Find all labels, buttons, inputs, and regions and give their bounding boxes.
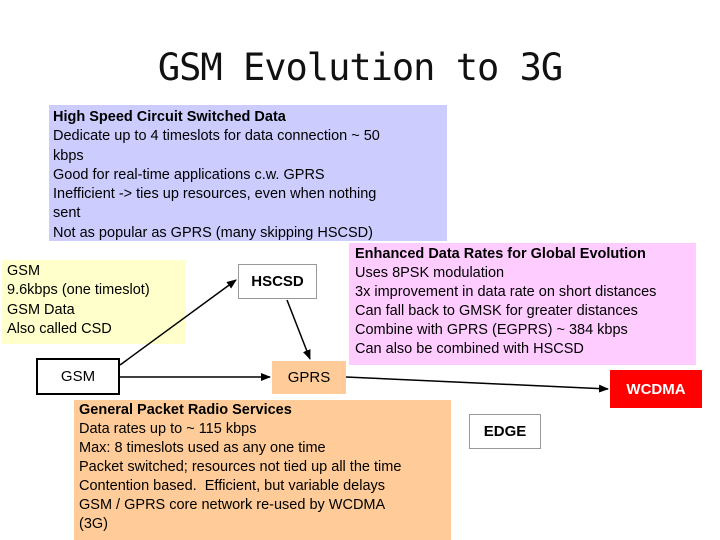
gprs-line: Data rates up to ~ 115 kbps: [79, 421, 257, 437]
gsm-node: GSM: [36, 358, 120, 395]
gsm-line: GSM: [7, 263, 41, 279]
hscsd-line: Not as popular as GPRS (many skipping HS…: [53, 224, 373, 241]
gprs-line: GSM / GPRS core network re-used by WCDMA: [79, 497, 386, 513]
hscsd-line: sent: [53, 205, 81, 222]
wcdma-node: WCDMA: [610, 370, 702, 408]
edge-heading: Enhanced Data Rates for Global Evolution: [355, 246, 646, 262]
gprs-line: Max: 8 timeslots used as any one time: [79, 440, 326, 456]
arrow-gsm-to-hscsd: [119, 279, 237, 366]
gprs-line: (3G): [79, 516, 108, 532]
hscsd-line: Good for real-time applications c.w. GPR…: [53, 166, 325, 183]
gsm-line: GSM Data: [7, 301, 75, 318]
edge-line: Can also be combined with HSCSD: [355, 341, 584, 357]
arrow-hscsd-to-gprs: [286, 299, 311, 360]
hscsd-heading: High Speed Circuit Switched Data: [53, 109, 286, 125]
arrow-gprs-to-wcdma: [345, 376, 609, 393]
hscsd-line: kbps: [53, 147, 84, 164]
gsm-line: 9.6kbps (one timeslot): [7, 282, 150, 299]
edge-line: Can fall back to GMSK for greater distan…: [355, 303, 638, 319]
gprs-heading: General Packet Radio Services: [79, 402, 292, 418]
hscsd-node: HSCSD: [238, 264, 317, 299]
slide-title: GSM Evolution to 3G: [157, 46, 563, 89]
gsm-line: Also called CSD: [7, 320, 112, 337]
gsm-description-box: GSM 9.6kbps (one timeslot) GSM Data Also…: [2, 260, 186, 344]
gprs-description-box: General Packet Radio Services Data rates…: [74, 400, 451, 540]
hscsd-line: Dedicate up to 4 timeslots for data conn…: [53, 128, 380, 145]
gprs-node: GPRS: [272, 361, 346, 394]
hscsd-line: Inefficient -> ties up resources, even w…: [53, 186, 377, 203]
edge-line: 3x improvement in data rate on short dis…: [355, 284, 657, 300]
gprs-line: Contention based. Efficient, but variabl…: [79, 478, 386, 494]
edge-line: Uses 8PSK modulation: [355, 265, 505, 281]
edge-description-box: Enhanced Data Rates for Global Evolution…: [349, 243, 696, 365]
gprs-line: Packet switched; resources not tied up a…: [79, 459, 402, 475]
hscsd-description-box: High Speed Circuit Switched Data Dedicat…: [49, 105, 447, 241]
edge-node: EDGE: [469, 414, 541, 449]
edge-line: Combine with GPRS (EGPRS) ~ 384 kbps: [355, 322, 628, 338]
